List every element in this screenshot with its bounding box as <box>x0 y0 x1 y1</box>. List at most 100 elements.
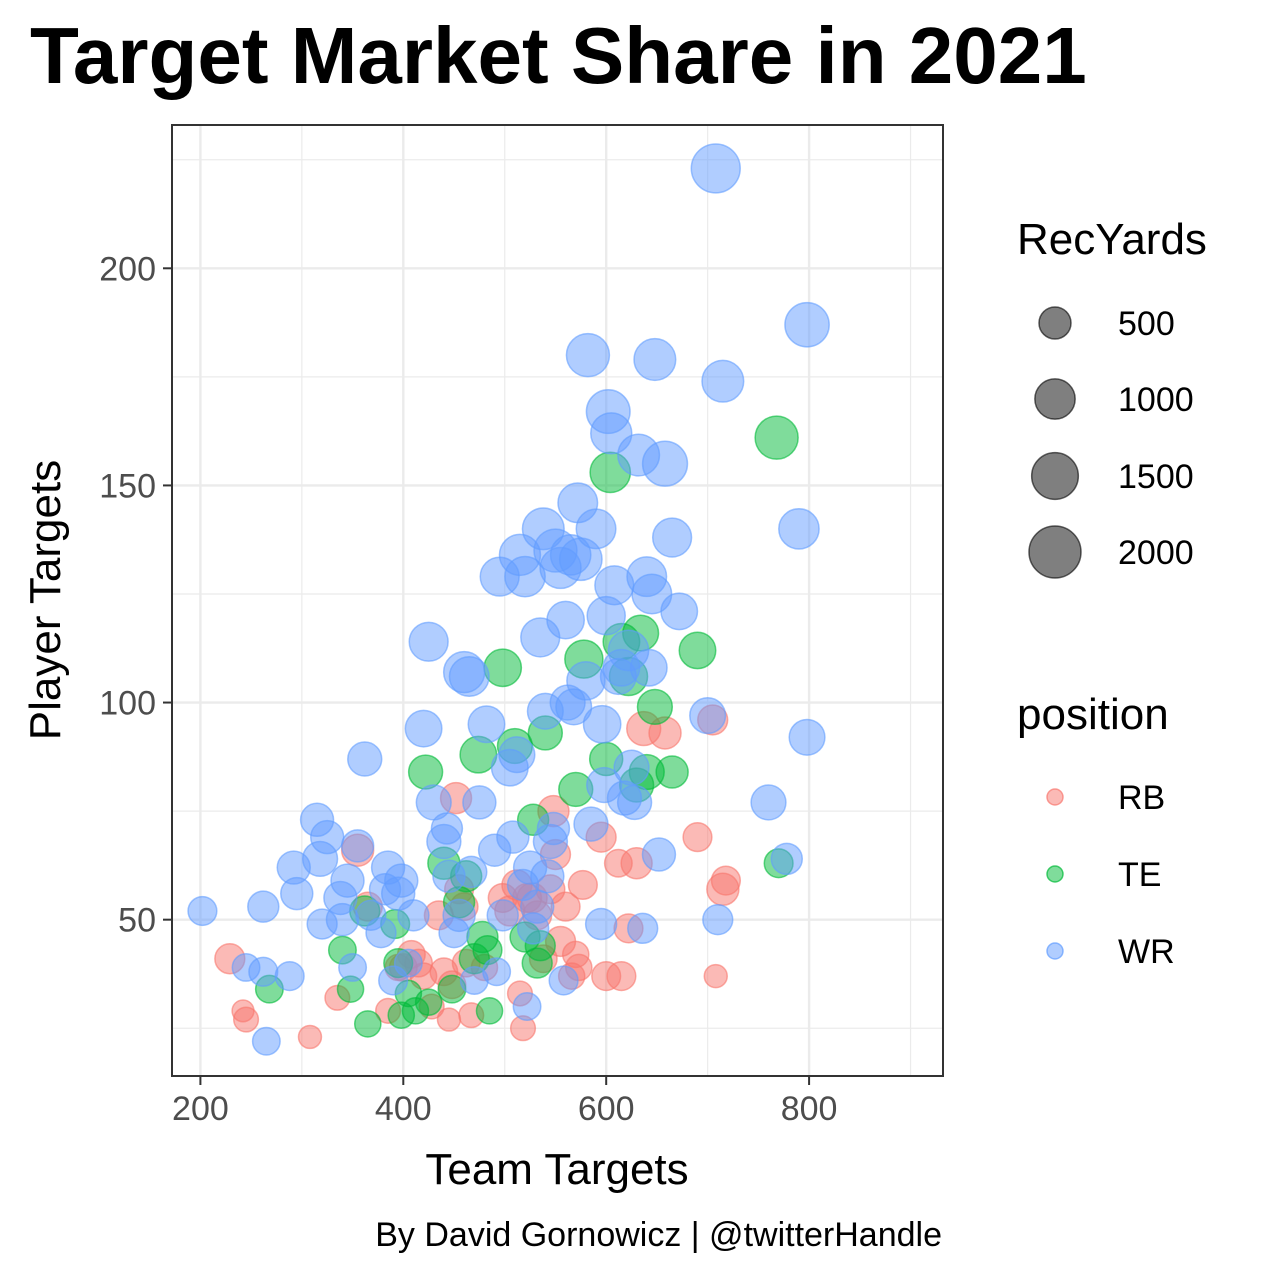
data-point-wr <box>584 907 618 941</box>
plot-panel <box>171 124 944 1077</box>
data-point-wr <box>530 859 565 894</box>
data-point-wr <box>404 709 443 748</box>
y-axis-title: Player Targets <box>21 460 70 740</box>
data-point-te <box>353 1010 382 1038</box>
data-point-wr <box>641 440 689 487</box>
data-point-wr <box>629 648 668 687</box>
data-point-wr <box>365 917 397 949</box>
data-point-wr <box>616 784 653 821</box>
color-legend: position RB TE WR <box>1017 690 1175 971</box>
chart-title: Target Market Share in 2021 <box>30 11 1087 100</box>
data-point-wr <box>702 903 734 936</box>
plot-border <box>171 124 944 1077</box>
data-point-te <box>483 648 523 688</box>
data-point-wr <box>770 842 804 876</box>
data-point-te <box>475 997 504 1025</box>
size-legend-label: 1000 <box>1118 381 1194 419</box>
x-tick-label: 200 <box>172 1090 229 1128</box>
size-legend-label: 500 <box>1118 305 1175 343</box>
data-point-wr <box>660 592 699 631</box>
data-point-wr <box>274 961 305 992</box>
x-tick-label: 600 <box>578 1090 635 1128</box>
data-point-wr <box>651 517 693 558</box>
data-point-wr <box>247 890 280 923</box>
y-tick-label: 100 <box>99 685 156 723</box>
data-point-wr <box>442 898 476 933</box>
color-legend-label: TE <box>1118 856 1161 894</box>
data-point-wr <box>633 337 677 382</box>
data-point-wr <box>498 736 536 774</box>
data-point-wr <box>248 956 279 987</box>
data-point-wr <box>430 812 464 845</box>
color-legend-items: RB TE WR <box>1046 779 1175 971</box>
data-point-wr <box>467 705 506 744</box>
data-point-wr <box>627 912 659 945</box>
y-tick-label: 50 <box>118 902 156 940</box>
data-point-wr <box>566 661 606 701</box>
data-point-rb <box>606 961 637 992</box>
size-legend-label: 2000 <box>1118 534 1194 572</box>
data-point-wr <box>448 655 490 698</box>
data-point-wr <box>340 829 375 863</box>
data-point-wr <box>309 819 345 855</box>
data-point-wr <box>408 621 449 662</box>
data-point-te <box>636 688 674 726</box>
data-point-wr <box>519 889 555 924</box>
data-point-wr <box>347 741 383 777</box>
data-point-wr <box>280 876 314 911</box>
data-point-rb <box>567 869 598 901</box>
y-axis: 50 100 150 200 <box>99 250 172 940</box>
size-legend-key <box>1028 525 1082 579</box>
data-point-wr <box>788 718 826 756</box>
size-legend-key <box>1034 378 1076 420</box>
color-legend-key-wr <box>1046 942 1064 960</box>
data-point-wr <box>251 1026 281 1056</box>
data-point-wr <box>582 704 622 744</box>
data-point-wr <box>778 507 820 550</box>
x-axis: 200 400 600 800 <box>172 1076 837 1128</box>
size-legend-title: RecYards <box>1017 215 1207 264</box>
color-legend-key-te <box>1046 865 1064 883</box>
data-point-wr <box>462 785 497 820</box>
data-point-wr <box>548 965 579 996</box>
data-point-wr <box>486 899 519 932</box>
data-point-wr <box>482 957 512 987</box>
data-points <box>187 143 830 1056</box>
data-point-wr <box>393 948 423 978</box>
size-legend-items: 500 1000 1500 2000 <box>1028 305 1194 579</box>
data-point-wr <box>325 902 360 937</box>
data-point-wr <box>690 143 741 194</box>
x-tick-label: 400 <box>375 1090 432 1128</box>
data-point-wr <box>496 820 530 854</box>
data-point-rb <box>703 963 728 989</box>
data-point-te <box>655 755 689 789</box>
data-point-wr <box>575 508 617 550</box>
data-point-wr <box>613 749 650 786</box>
data-point-wr <box>689 696 727 735</box>
data-point-wr <box>536 811 571 846</box>
data-point-wr <box>641 837 677 872</box>
data-point-wr <box>750 784 787 821</box>
chart-caption: By David Gornowicz | @twitterHandle <box>375 1216 942 1254</box>
data-point-wr <box>397 899 430 932</box>
x-tick-label: 800 <box>781 1090 838 1128</box>
data-point-wr <box>330 863 365 898</box>
data-point-te <box>414 988 443 1016</box>
size-legend-key <box>1038 306 1072 340</box>
data-point-wr <box>565 332 611 378</box>
data-point-rb <box>436 1007 462 1032</box>
data-point-wr <box>338 952 368 982</box>
color-legend-key-rb <box>1046 788 1064 806</box>
size-legend: RecYards 500 1000 1500 2000 <box>1017 215 1207 579</box>
data-point-wr <box>546 600 586 640</box>
size-legend-key <box>1030 451 1080 501</box>
data-point-wr <box>455 855 488 889</box>
color-legend-label: WR <box>1118 933 1175 971</box>
data-point-wr <box>384 863 419 898</box>
color-legend-label: RB <box>1118 779 1165 817</box>
size-legend-label: 1500 <box>1118 458 1194 496</box>
data-point-wr <box>784 301 830 348</box>
color-legend-title: position <box>1017 690 1169 739</box>
data-point-rb <box>710 865 742 896</box>
